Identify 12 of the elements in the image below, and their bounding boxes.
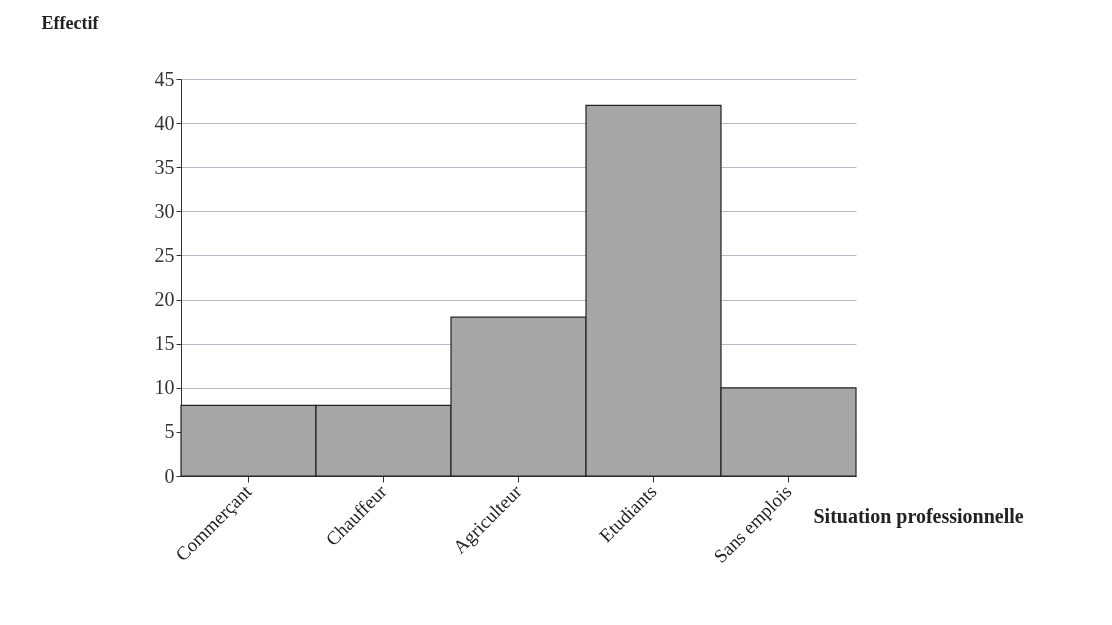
- x-axis-title: Situation professionnelle: [813, 504, 1024, 528]
- y-tick-label: 5: [164, 420, 175, 443]
- y-tick-label: 15: [154, 332, 175, 355]
- y-tick-label: 35: [154, 155, 175, 178]
- y-tick-label: 10: [154, 376, 175, 399]
- y-axis-title: Effectif: [41, 12, 100, 33]
- y-tick-label: 25: [154, 243, 175, 266]
- y-tick-label: 0: [164, 464, 175, 487]
- y-tick-label: 30: [154, 199, 175, 222]
- y-tick-label: 45: [154, 67, 175, 90]
- y-tick-label: 20: [154, 288, 175, 311]
- y-tick-label: 40: [154, 111, 175, 134]
